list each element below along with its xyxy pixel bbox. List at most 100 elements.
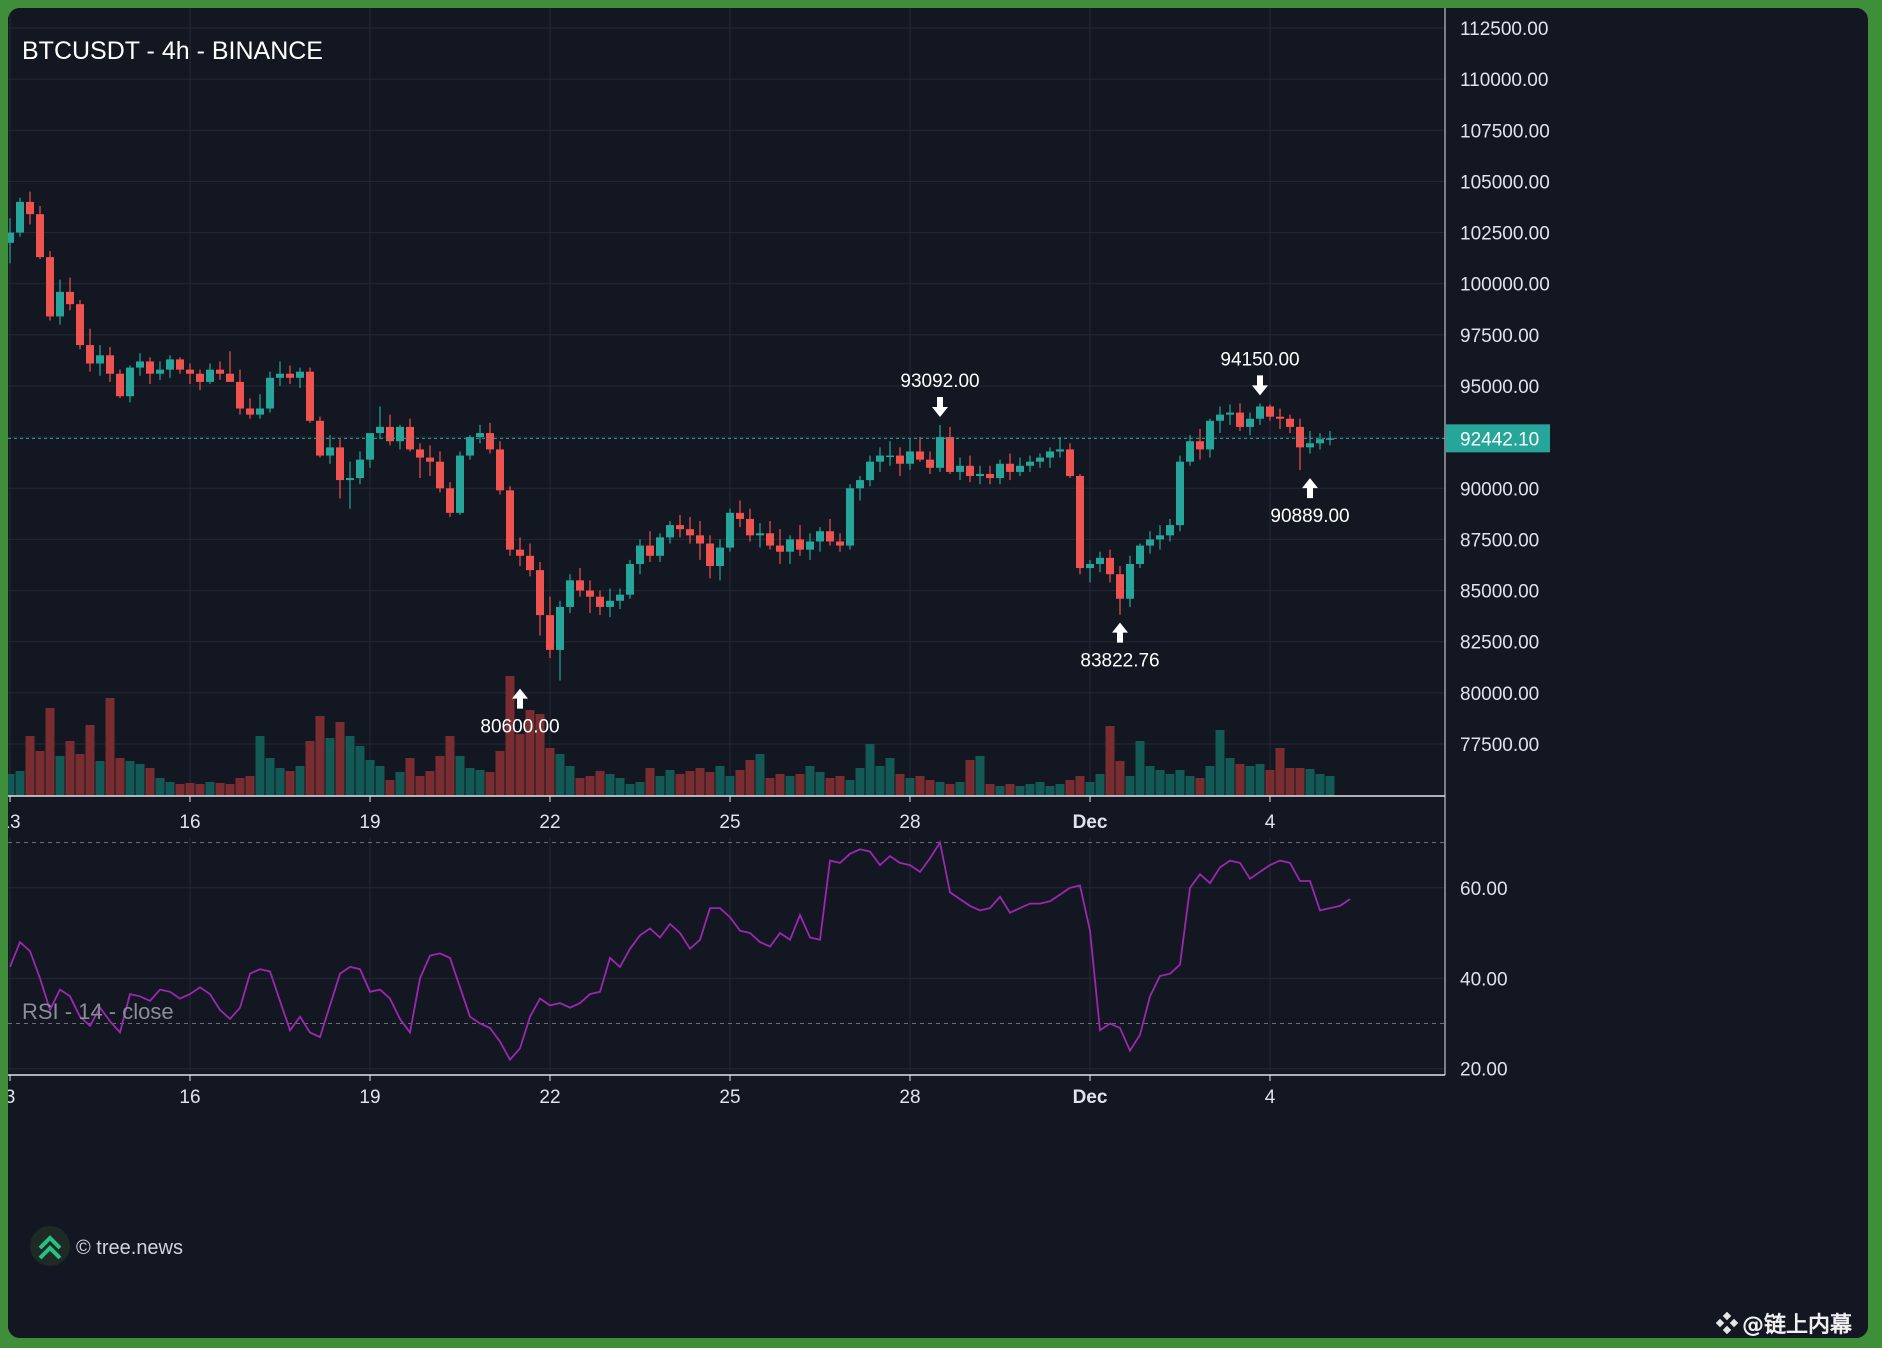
candle (626, 559, 634, 599)
volume-bar (535, 714, 545, 796)
rsi-x-tick-label: Dec (1073, 1087, 1108, 1108)
volume-bar (925, 780, 935, 796)
volume-bar (35, 751, 45, 796)
volume-bar (635, 782, 645, 796)
arrow-up-icon (1112, 622, 1128, 643)
volume-bar (815, 772, 825, 796)
volume-bar (905, 778, 915, 796)
candle-body (776, 545, 784, 552)
candle (476, 424, 484, 444)
rsi-x-tick-label: 16 (179, 1087, 200, 1108)
candle-body (126, 367, 134, 397)
candle (1126, 555, 1134, 607)
candle-body (466, 437, 474, 456)
volume-bar (845, 780, 855, 796)
watermark-text: © tree.news (76, 1237, 183, 1259)
price-annotations: 93092.00 94150.00 80600.00 83822.76 90889.00 (480, 349, 1349, 737)
candle-body (1306, 443, 1314, 448)
candle (166, 355, 174, 378)
candle-body (1316, 439, 1324, 444)
candle-body (26, 201, 34, 215)
candle-body (46, 257, 54, 317)
candle (986, 465, 994, 485)
price-annotation: 94150.00 (1220, 349, 1300, 396)
candle (366, 433, 374, 468)
candle-body (436, 461, 444, 489)
candle-body (136, 361, 144, 368)
volume-bar (425, 771, 435, 796)
candle-body (796, 539, 804, 550)
y-tick-label: 102500.00 (1460, 224, 1550, 245)
arrow-up-icon (1302, 478, 1318, 499)
volume-bar (775, 774, 785, 796)
candle-body (526, 555, 534, 571)
x-tick-label: 25 (719, 812, 740, 833)
y-tick-label: 95000.00 (1460, 377, 1539, 398)
candle (336, 439, 344, 499)
candle-body (386, 426, 394, 442)
x-tick-label: 28 (899, 812, 920, 833)
candle-body (156, 369, 164, 374)
candle (176, 357, 184, 374)
candle-body (56, 291, 64, 317)
candle-body (786, 539, 794, 552)
candle (1316, 433, 1324, 450)
candle (556, 600, 564, 681)
volume-bar (275, 768, 285, 796)
volume-bar (585, 776, 595, 796)
candle (526, 543, 534, 577)
candle (326, 435, 334, 464)
volume-bar (975, 756, 985, 796)
candle (946, 426, 954, 474)
candle (1096, 551, 1104, 573)
volume-bar (575, 778, 585, 796)
candle-body (1066, 449, 1074, 477)
volume-bar (445, 736, 455, 796)
volume-bar (205, 782, 215, 796)
candle (886, 441, 894, 466)
volume-bar (215, 783, 225, 796)
volume-bar (835, 776, 845, 796)
volume-bar (1095, 774, 1105, 796)
volume-bar (295, 766, 305, 796)
candle (376, 406, 384, 440)
chart-canvas[interactable]: 112500.00 110000.00 107500.00 105000.00 1025… (8, 8, 1868, 1338)
candle (926, 451, 934, 474)
candle (46, 250, 54, 321)
y-tick-label: 87500.00 (1460, 530, 1539, 551)
candle (786, 535, 794, 564)
candle-body (866, 461, 874, 481)
candle (706, 535, 714, 579)
candle-body (66, 291, 74, 305)
candle (606, 588, 614, 618)
candle-body (86, 345, 94, 364)
rsi-x-tick-label: 3 (8, 1087, 15, 1108)
candle (456, 451, 464, 515)
volume-bar (135, 764, 145, 796)
candle (386, 414, 394, 446)
arrow-up-icon (512, 688, 528, 709)
candle (396, 424, 404, 450)
candle-body (286, 373, 294, 378)
candle-body (186, 369, 194, 374)
candle-body (696, 535, 704, 544)
volume-bar (945, 784, 955, 796)
candle (216, 361, 224, 380)
candle (36, 205, 44, 260)
y-tick-label: 77500.00 (1460, 735, 1539, 756)
volume-bar (105, 698, 115, 796)
volume-bar (1305, 769, 1315, 796)
rsi-label: RSI - 14 - close (22, 999, 174, 1024)
candle-body (426, 457, 434, 462)
volume-bar (545, 748, 555, 796)
candle (1116, 566, 1124, 615)
volume-bar (785, 776, 795, 796)
candle (1246, 412, 1254, 436)
volume-bar (405, 758, 415, 796)
volume-bar (525, 710, 535, 796)
candle-body (1286, 418, 1294, 427)
x-tick-label: 13 (8, 812, 21, 833)
price-annotation: 93092.00 (900, 371, 980, 418)
volume-bar (1245, 766, 1255, 796)
candle-body (306, 371, 314, 421)
